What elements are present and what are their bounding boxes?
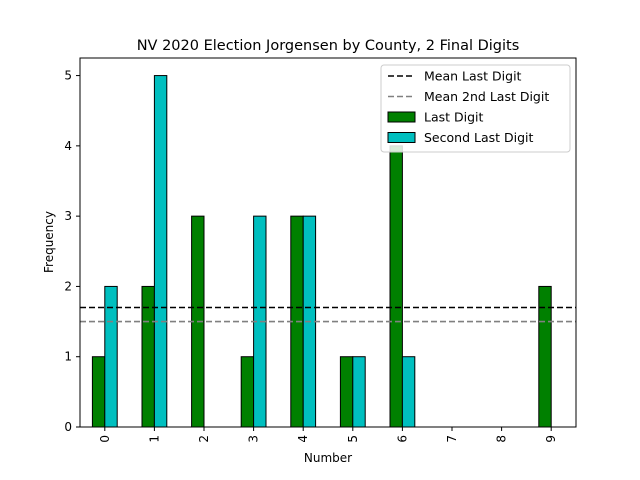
legend-box <box>380 64 571 153</box>
x-tick-label-4: 4 <box>296 435 310 443</box>
bar-last-digit-6 <box>389 145 403 428</box>
x-axis-label: Number <box>304 451 352 465</box>
x-tick-label-0: 0 <box>98 435 112 443</box>
plot-frame <box>79 57 577 428</box>
y-tick-label-3: 3 <box>64 209 72 223</box>
x-tick-label-2: 2 <box>197 435 211 443</box>
legend-label-second-last-digit: Second Last Digit <box>424 130 533 145</box>
x-tick-label-5: 5 <box>346 435 360 443</box>
x-tick-label-6: 6 <box>395 435 409 443</box>
legend-swatch-second-last-digit <box>387 132 416 143</box>
x-tick-label-8: 8 <box>495 435 509 443</box>
x-tick-label-9: 9 <box>544 435 558 443</box>
y-axis-label: Frequency <box>42 211 56 273</box>
x-tick-label-1: 1 <box>147 435 161 443</box>
y-tick-label-4: 4 <box>64 139 72 153</box>
chart-title: NV 2020 Election Jorgensen by County, 2 … <box>137 38 520 54</box>
bar-second-last-digit-6 <box>401 356 416 428</box>
x-axis-ticks: 0 1 2 3 4 5 6 7 8 9 <box>98 427 558 443</box>
x-tick-label-3: 3 <box>247 435 261 443</box>
legend-label-last-digit: Last Digit <box>424 110 484 125</box>
legend-label-mean-second-last-digit: Mean 2nd Last Digit <box>424 89 549 104</box>
legend-label-mean-last-digit: Mean Last Digit <box>424 69 522 84</box>
mean-lines-group <box>80 306 576 323</box>
legend: Mean Last Digit Mean 2nd Last Digit Last D… <box>380 64 571 153</box>
y-tick-label-2: 2 <box>64 279 72 293</box>
y-axis-ticks: 0 1 2 3 4 5 <box>64 69 80 434</box>
y-tick-label-1: 1 <box>64 350 72 364</box>
bar-second-last-digit-5 <box>352 356 366 428</box>
legend-swatch-last-digit <box>387 111 416 123</box>
bar-last-digit-3 <box>240 356 255 428</box>
bar-last-digit-5 <box>339 356 354 428</box>
y-tick-label-0: 0 <box>64 420 72 434</box>
y-tick-label-5: 5 <box>64 69 72 83</box>
bar-second-last-digit-1 <box>153 75 168 428</box>
bar-last-digit-0 <box>91 356 106 428</box>
x-tick-label-7: 7 <box>445 435 459 443</box>
